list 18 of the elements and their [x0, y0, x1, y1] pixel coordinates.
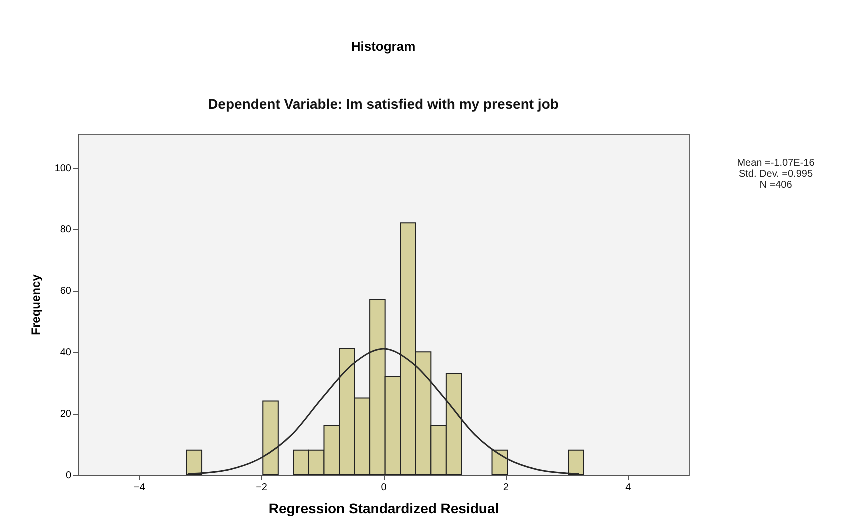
y-axis-title: Frequency: [28, 274, 43, 336]
y-tick-label: 100: [54, 163, 72, 174]
text: Std. Dev. =0.995: [738, 169, 814, 180]
x-tick-label: −4: [134, 482, 146, 494]
y-tick-label: 60: [60, 286, 72, 298]
x-tick-label: −2: [256, 482, 268, 494]
x-tick-label: 0: [381, 482, 388, 494]
x-tick-label: 2: [503, 482, 510, 494]
y-tick-label: 40: [60, 348, 72, 359]
y-tick-label: 20: [60, 409, 72, 420]
chart-title: Histogram: [351, 39, 416, 54]
x-tick-label: 4: [626, 482, 632, 494]
text: Mean =-1.07E-16: [736, 158, 816, 169]
chart-subtitle: Dependent Variable: Im satisfied with my present job: [208, 96, 559, 112]
y-tick-label: 80: [60, 224, 72, 236]
y-tick-label: 0: [66, 470, 72, 482]
text: N =406: [758, 180, 794, 191]
x-axis-title: Regression Standardized Residual: [268, 500, 500, 516]
